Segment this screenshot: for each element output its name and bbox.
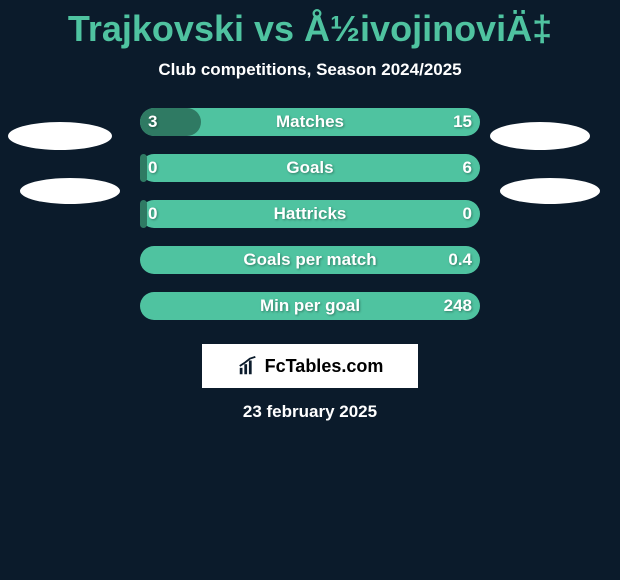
player-photo-placeholder — [8, 122, 112, 150]
page-title: Trajkovski vs Å½ivojinoviÄ‡ — [0, 0, 620, 50]
bar-right-value: 0 — [463, 200, 472, 228]
player-photo-placeholder — [20, 178, 120, 204]
stat-row: Min per goal248 — [0, 292, 620, 338]
date-text: 23 february 2025 — [0, 402, 620, 422]
bar-right-value: 0.4 — [448, 246, 472, 274]
bar-label: Goals — [140, 154, 480, 182]
bar-label: Hattricks — [140, 200, 480, 228]
chart-bars-icon — [237, 355, 259, 377]
player-photo-placeholder — [500, 178, 600, 204]
brand-text: FcTables.com — [265, 356, 384, 377]
player-photo-placeholder — [490, 122, 590, 150]
brand-badge: FcTables.com — [202, 344, 418, 388]
stat-row: 0Hattricks0 — [0, 200, 620, 246]
subtitle: Club competitions, Season 2024/2025 — [0, 60, 620, 80]
bar-label: Matches — [140, 108, 480, 136]
bar-right-value: 248 — [444, 292, 472, 320]
stat-row: Goals per match0.4 — [0, 246, 620, 292]
bar-right-value: 15 — [453, 108, 472, 136]
bar-right-value: 6 — [463, 154, 472, 182]
comparison-infographic: Trajkovski vs Å½ivojinoviÄ‡ Club competi… — [0, 0, 620, 580]
bar-label: Min per goal — [140, 292, 480, 320]
bar-label: Goals per match — [140, 246, 480, 274]
